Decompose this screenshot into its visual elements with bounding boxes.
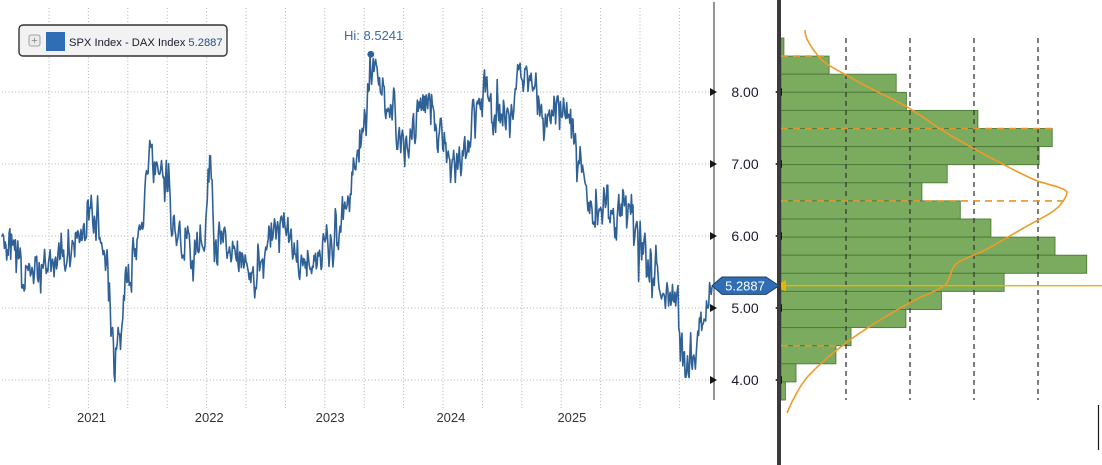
svg-text:6.00: 6.00: [731, 228, 758, 244]
svg-text:2022: 2022: [195, 410, 224, 425]
svg-text:5.2887: 5.2887: [725, 279, 765, 294]
svg-text:8.00: 8.00: [731, 84, 758, 100]
svg-text:2023: 2023: [316, 410, 345, 425]
svg-text:5.00: 5.00: [731, 300, 758, 316]
svg-text:SPX Index - DAX Index 5.2887: SPX Index - DAX Index 5.2887: [69, 37, 223, 49]
svg-text:Hi: 8.5241: Hi: 8.5241: [344, 28, 403, 43]
svg-text:2024: 2024: [436, 410, 465, 425]
svg-text:4.00: 4.00: [731, 372, 758, 388]
svg-text:2021: 2021: [77, 410, 106, 425]
svg-text:7.00: 7.00: [731, 156, 758, 172]
svg-text:2025: 2025: [557, 410, 586, 425]
